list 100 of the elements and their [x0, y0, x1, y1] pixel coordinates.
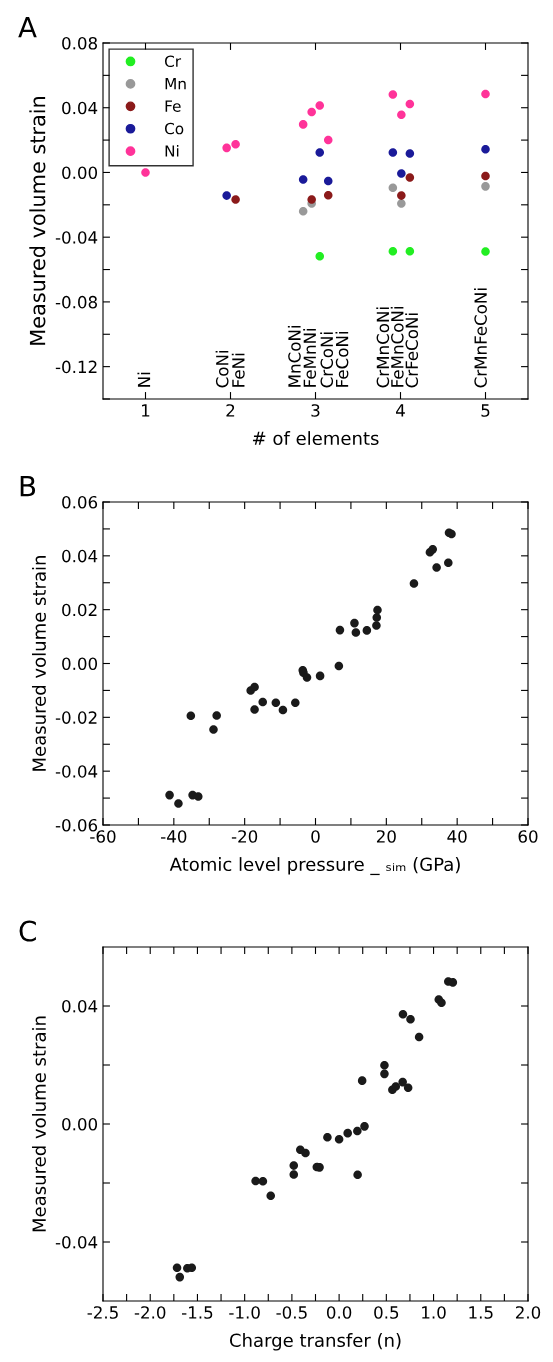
x-tick-label: 40 — [447, 830, 467, 843]
x-tick-label: 5 — [481, 404, 490, 417]
y-tick-label: -0.04 — [55, 231, 98, 244]
point — [289, 1161, 299, 1170]
point — [353, 1170, 362, 1180]
y-tick-label: 0.04 — [62, 999, 98, 1013]
annotation: FeMnNi — [303, 328, 317, 387]
point — [289, 1170, 299, 1179]
legend-label: Mn — [165, 78, 186, 90]
chart-title: B — [20, 475, 36, 497]
x-tick-label: -20 — [231, 830, 258, 843]
point — [405, 149, 415, 158]
point — [388, 90, 398, 99]
point — [405, 99, 415, 109]
point — [388, 148, 398, 157]
y-tick-label: 0.04 — [62, 101, 98, 115]
point — [444, 558, 453, 568]
point — [258, 697, 268, 707]
x-tick-label: 20 — [376, 830, 396, 843]
point — [222, 191, 231, 200]
point — [335, 625, 345, 635]
point — [175, 1272, 185, 1282]
point — [403, 1083, 413, 1092]
point — [209, 725, 218, 734]
legend-label: Ni — [165, 144, 179, 157]
x-tick-label: 0.5 — [374, 1306, 399, 1319]
y-tick-label: 0.02 — [62, 603, 97, 617]
y-tick-label: 0.00 — [62, 1117, 98, 1131]
point — [141, 168, 150, 177]
point — [481, 182, 490, 191]
x-tick-label: 3 — [311, 404, 320, 417]
point — [380, 1069, 389, 1079]
point — [405, 246, 415, 256]
point — [397, 169, 406, 178]
point — [481, 247, 490, 256]
chart-title: C — [19, 920, 36, 942]
point — [193, 792, 203, 801]
y-tick-label: -0.02 — [55, 711, 97, 724]
point — [398, 1077, 407, 1087]
x-tick-label: 1.0 — [422, 1306, 446, 1319]
y-tick-label: 0.08 — [62, 36, 97, 50]
point — [373, 605, 382, 615]
point — [362, 626, 372, 635]
point — [298, 175, 308, 184]
point — [343, 1128, 352, 1138]
point — [397, 199, 406, 208]
point — [414, 1032, 424, 1042]
point — [409, 579, 419, 588]
point — [315, 252, 325, 261]
point — [353, 1126, 362, 1136]
x-tick-label: 1.5 — [469, 1306, 493, 1319]
point — [231, 140, 240, 149]
point — [298, 120, 308, 129]
point — [323, 135, 333, 145]
point — [307, 107, 316, 117]
x-tick-label: -2.5 — [87, 1306, 118, 1319]
y-axis-title: Measured volume strain — [31, 556, 46, 771]
y-tick-label: -0.04 — [55, 1235, 98, 1249]
point — [397, 110, 406, 119]
x-tick-label: 4 — [396, 404, 405, 417]
chart-title: A — [18, 16, 37, 38]
point — [298, 207, 308, 216]
point — [388, 246, 398, 256]
annotation: FeNi — [231, 353, 245, 387]
x-tick-label: 1 — [142, 404, 150, 417]
annotation: CrMnFeCoNi — [474, 288, 487, 388]
y-tick-label: 0.04 — [62, 549, 98, 563]
annotation: CoNi — [215, 350, 229, 388]
point — [388, 183, 398, 193]
x-tick-label: 0 — [311, 830, 320, 843]
point — [405, 173, 415, 182]
x-tick-label: 60 — [518, 830, 538, 843]
point — [360, 1122, 369, 1131]
point — [351, 628, 361, 637]
point — [172, 1263, 182, 1272]
annotation: FeMnCoNi — [390, 307, 404, 387]
point — [302, 673, 312, 682]
x-axis-title: Charge transfer (n) — [229, 1333, 401, 1351]
x-tick-label: 0.0 — [326, 1306, 352, 1319]
annotation: CrMnCoNi — [376, 307, 390, 388]
annotation: FeCoNi — [335, 332, 349, 387]
x-axis-title: Atomic level pressure _ ₛᵢₘ (GPa) — [169, 857, 460, 876]
x-tick-label: -60 — [90, 830, 116, 843]
point — [323, 1132, 332, 1142]
x-tick-label: -0.5 — [276, 1306, 307, 1319]
point — [406, 1014, 415, 1024]
point — [291, 698, 300, 708]
annotation: MnCoNi — [287, 326, 301, 387]
point — [397, 191, 406, 200]
y-tick-label: -0.08 — [55, 295, 97, 309]
y-tick-label: 0.00 — [62, 166, 98, 180]
point — [250, 682, 259, 692]
legend-label: Cr — [164, 55, 182, 68]
point — [481, 89, 490, 99]
point — [350, 618, 359, 628]
point — [432, 563, 441, 572]
point — [323, 176, 333, 186]
point — [357, 1076, 367, 1085]
point — [258, 1176, 268, 1186]
y-tick-label: -0.04 — [55, 765, 98, 778]
